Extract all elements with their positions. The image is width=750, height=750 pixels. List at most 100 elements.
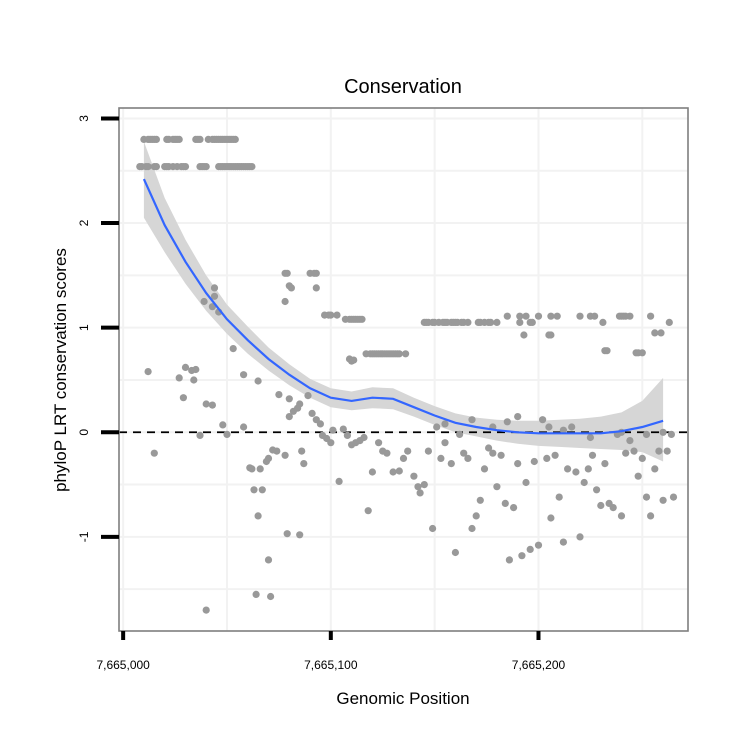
data-point xyxy=(364,507,372,515)
data-point xyxy=(547,514,555,522)
data-point xyxy=(248,465,256,473)
data-point xyxy=(202,163,210,171)
y-tick-label: 0 xyxy=(77,429,91,436)
data-point xyxy=(441,420,449,428)
data-point xyxy=(389,468,397,476)
data-point xyxy=(210,284,219,292)
smooth-trend-line xyxy=(142,178,664,435)
data-point xyxy=(152,163,160,171)
data-point xyxy=(181,163,190,171)
data-point xyxy=(601,460,609,468)
data-point xyxy=(281,451,289,459)
data-point xyxy=(327,311,335,319)
data-point xyxy=(603,347,611,355)
data-point xyxy=(287,284,295,292)
data-point xyxy=(553,312,561,320)
data-point xyxy=(219,421,227,429)
data-point xyxy=(175,374,183,382)
data-point xyxy=(460,449,468,457)
data-point xyxy=(617,512,626,520)
data-point xyxy=(300,460,308,468)
confidence-band xyxy=(143,141,664,462)
data-point xyxy=(514,460,522,468)
data-point xyxy=(568,423,576,431)
data-point xyxy=(593,486,601,494)
data-point xyxy=(441,439,449,447)
data-point xyxy=(534,312,543,320)
data-point xyxy=(545,423,553,431)
data-point xyxy=(572,468,580,476)
data-point xyxy=(210,292,219,300)
data-point xyxy=(254,512,262,520)
data-point xyxy=(456,430,464,438)
plot-panel xyxy=(119,108,688,631)
data-point xyxy=(223,430,231,438)
data-point xyxy=(281,297,289,306)
data-point xyxy=(539,416,547,424)
data-point xyxy=(304,392,312,400)
data-point xyxy=(383,449,391,457)
data-point xyxy=(200,297,208,306)
data-point xyxy=(638,349,646,357)
data-point xyxy=(480,465,489,473)
data-point xyxy=(447,460,455,468)
data-point xyxy=(564,465,572,473)
data-point xyxy=(505,556,513,564)
data-point xyxy=(433,423,441,431)
data-point xyxy=(273,447,281,455)
data-point xyxy=(420,481,428,489)
y-tick-label: -1 xyxy=(77,531,91,542)
data-point xyxy=(358,315,366,323)
data-point xyxy=(144,163,152,171)
data-point xyxy=(312,269,320,277)
data-point xyxy=(464,454,472,462)
data-point xyxy=(547,331,555,339)
x-tick-label: 7,665,200 xyxy=(512,658,566,672)
data-point xyxy=(555,493,563,501)
data-point xyxy=(599,318,607,326)
data-point xyxy=(414,483,422,491)
data-point xyxy=(416,489,424,497)
data-point xyxy=(647,512,655,520)
data-point xyxy=(501,499,509,507)
data-point xyxy=(343,431,351,439)
data-point xyxy=(559,426,568,434)
data-point xyxy=(399,454,408,462)
data-point xyxy=(464,318,472,326)
data-point xyxy=(547,312,555,320)
data-point xyxy=(202,400,210,408)
data-point xyxy=(298,447,306,455)
data-point xyxy=(333,311,341,319)
data-point xyxy=(250,486,258,494)
x-axis-title: Genomic Position xyxy=(336,689,469,708)
data-point xyxy=(509,504,518,512)
data-point xyxy=(609,504,617,512)
data-point xyxy=(626,437,634,445)
data-point xyxy=(296,531,304,539)
y-axis-title: phyloP LRT conservation scores xyxy=(51,248,70,492)
data-point xyxy=(424,447,432,455)
data-point xyxy=(493,318,501,326)
data-point xyxy=(196,431,204,439)
y-axis-ticks: -1 0 1 2 3 xyxy=(77,115,119,542)
data-point xyxy=(335,477,343,485)
data-point xyxy=(404,447,412,455)
x-tick-label: 7,665,000 xyxy=(96,658,150,672)
data-point xyxy=(642,430,651,438)
data-point xyxy=(451,548,459,557)
data-point xyxy=(175,135,183,143)
data-point xyxy=(402,350,410,358)
data-point xyxy=(530,457,538,466)
data-point xyxy=(264,556,273,564)
data-point xyxy=(667,430,676,438)
data-point xyxy=(229,345,237,353)
panel-border xyxy=(118,107,689,632)
data-point xyxy=(493,483,501,491)
data-point xyxy=(312,284,320,292)
data-point xyxy=(580,478,588,487)
data-point xyxy=(267,592,275,601)
data-point xyxy=(252,590,260,599)
data-point xyxy=(503,312,511,320)
data-point xyxy=(275,391,283,399)
data-point xyxy=(559,538,568,546)
